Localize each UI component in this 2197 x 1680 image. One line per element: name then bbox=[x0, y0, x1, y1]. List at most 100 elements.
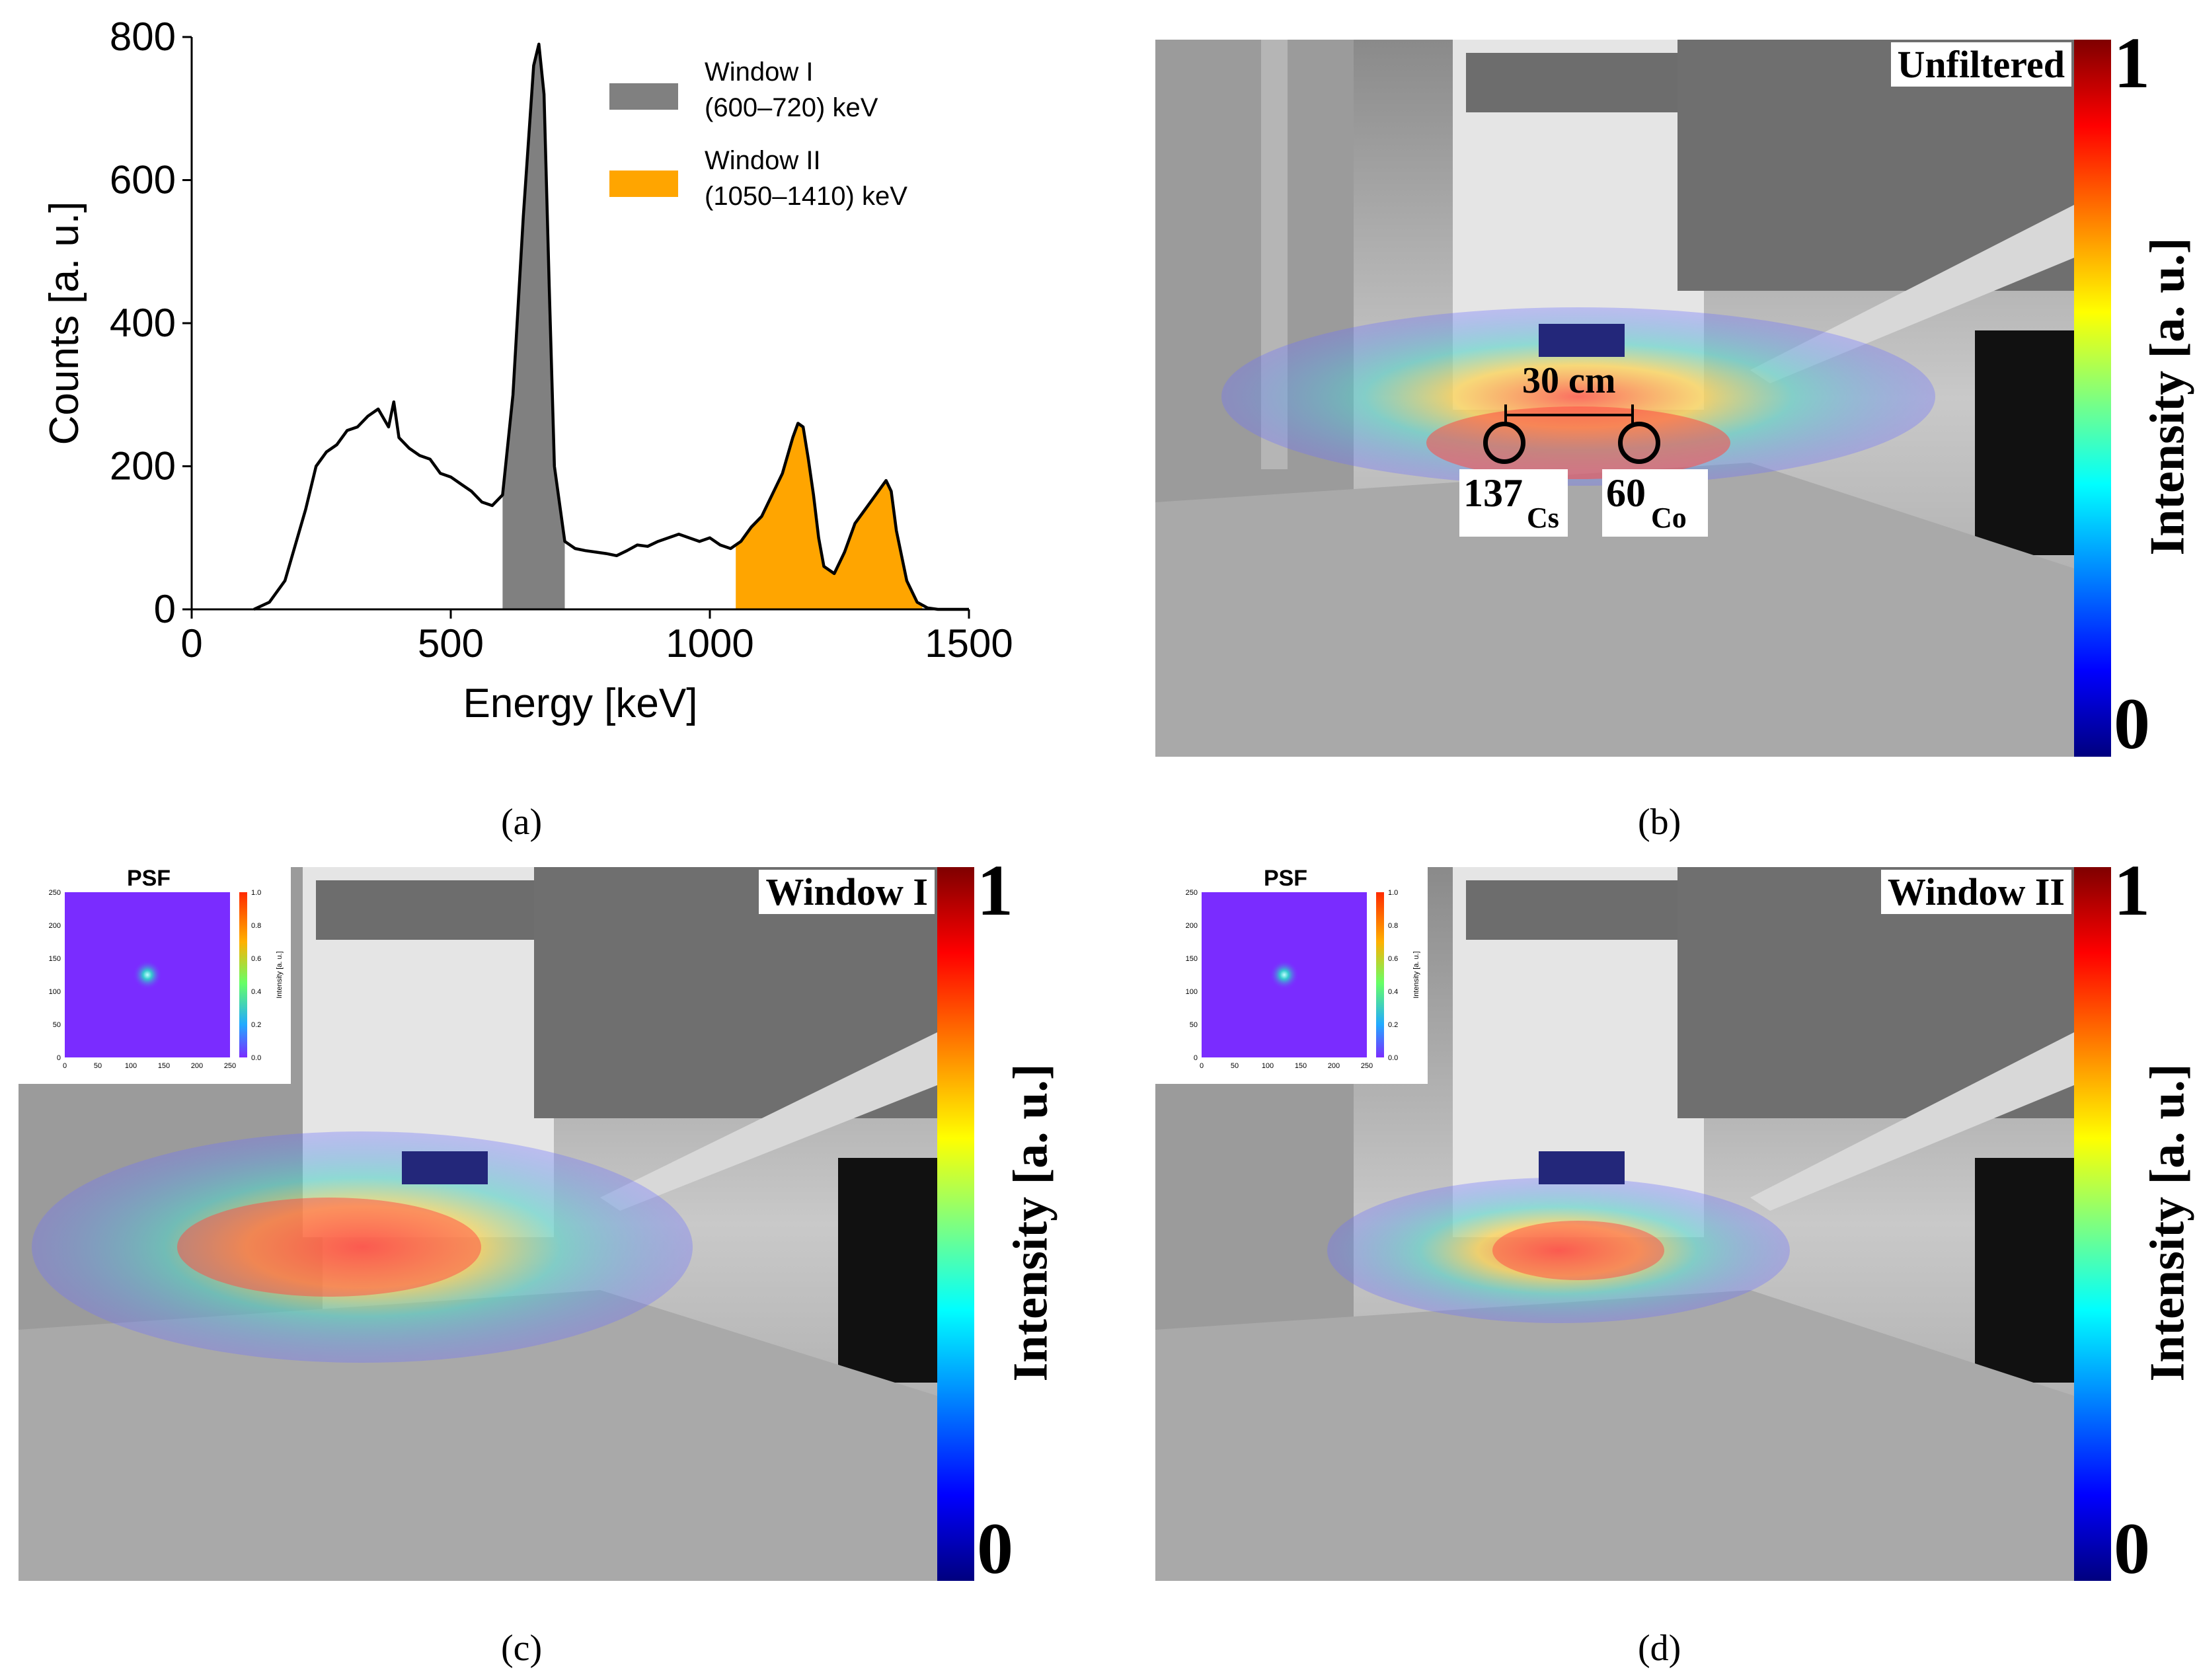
x-tick-label: 0 bbox=[180, 621, 202, 666]
psf-cbar-label: Intensity [a. u.] bbox=[1412, 951, 1420, 999]
psf-cbar-tick: 0.6 bbox=[1388, 955, 1398, 963]
y-tick-label: 200 bbox=[110, 444, 176, 488]
y-tick-label: 400 bbox=[110, 301, 176, 345]
chart-axes: 0 500 1000 1500 0 200 400 600 800 bbox=[110, 15, 1013, 666]
panel-d-colorbar-label: Intensity [a. u.] bbox=[2140, 1063, 2195, 1382]
panel-d-colorbar-max: 1 bbox=[2114, 850, 2150, 931]
panel-b-colorbar-max: 1 bbox=[2114, 22, 2150, 103]
panel-c-colorbar-min: 0 bbox=[977, 1508, 1013, 1589]
panel-d-label: Window II bbox=[1880, 870, 2071, 914]
psf-xtick: 150 bbox=[158, 1062, 170, 1070]
caption-a: (a) bbox=[501, 802, 543, 843]
psf-ytick: 50 bbox=[53, 1021, 61, 1029]
psf-cbar-tick: 0.0 bbox=[1388, 1054, 1398, 1062]
caption-d: (d) bbox=[1638, 1628, 1681, 1669]
caption-c: (c) bbox=[501, 1628, 543, 1669]
window-ii-fill bbox=[736, 423, 923, 609]
psf-ytick: 0 bbox=[1194, 1054, 1198, 1062]
co-label: 60 Co bbox=[1602, 469, 1708, 537]
x-tick-label: 1000 bbox=[666, 621, 753, 666]
psf-xtick: 250 bbox=[224, 1062, 236, 1070]
panel-c-colorbar-label: Intensity [a. u.] bbox=[1003, 1063, 1058, 1382]
psf-cbar-label: Intensity [a. u.] bbox=[276, 951, 284, 999]
panel-b-colorbar-min: 0 bbox=[2114, 683, 2150, 764]
distance-bar-right-tick bbox=[1631, 404, 1634, 423]
panel-c-colorbar bbox=[937, 867, 974, 1581]
y-tick-label: 600 bbox=[110, 158, 176, 202]
psf-xtick: 200 bbox=[1328, 1062, 1340, 1070]
panel-b-image: 30 cm 137 Cs 60 Co Unfiltered bbox=[1155, 40, 2074, 757]
psf-ytick: 200 bbox=[1186, 922, 1198, 930]
caption-b: (b) bbox=[1638, 802, 1681, 843]
psf-cbar-tick: 0.8 bbox=[1388, 922, 1398, 930]
psf-xtick: 0 bbox=[63, 1062, 67, 1070]
psf-inset-d: PSF 250 200 150 100 50 0 0 50 100 150 20… bbox=[1137, 859, 1428, 1084]
legend-swatch-window-ii bbox=[609, 171, 678, 197]
panel-d-colorbar-min: 0 bbox=[2114, 1508, 2150, 1589]
lab-photo bbox=[1155, 40, 2074, 757]
psf-ytick: 0 bbox=[57, 1054, 61, 1062]
psf-title: PSF bbox=[1264, 866, 1307, 891]
legend-swatch-window-i bbox=[609, 83, 678, 110]
panel-d-colorbar bbox=[2074, 867, 2111, 1581]
psf-xtick: 150 bbox=[1295, 1062, 1307, 1070]
psf-cbar-tick: 0.6 bbox=[251, 955, 261, 963]
psf-cbar-tick: 0.8 bbox=[251, 922, 261, 930]
cs-element: Cs bbox=[1527, 502, 1559, 534]
psf-peak bbox=[1270, 960, 1299, 989]
panel-c-colorbar-max: 1 bbox=[977, 850, 1013, 931]
co-element: Co bbox=[1651, 502, 1687, 534]
psf-xtick: 50 bbox=[94, 1062, 102, 1070]
distance-bar-left-tick bbox=[1504, 404, 1507, 423]
psf-cbar-tick: 0.2 bbox=[1388, 1021, 1398, 1029]
legend-window-ii-line2: (1050–1410) keV bbox=[705, 182, 907, 211]
panel-c-label: Window I bbox=[759, 870, 935, 914]
psf-cbar-tick: 1.0 bbox=[1388, 889, 1398, 897]
psf-cbar-tick: 0.2 bbox=[251, 1021, 261, 1029]
legend-window-i-line1: Window I bbox=[705, 57, 814, 87]
y-axis-label: Counts [a. u.] bbox=[42, 202, 87, 445]
distance-label: 30 cm bbox=[1522, 360, 1616, 401]
lab-photo bbox=[19, 867, 937, 1581]
psf-ytick: 100 bbox=[49, 988, 61, 996]
psf-title: PSF bbox=[127, 866, 171, 891]
psf-ytick: 250 bbox=[49, 889, 61, 897]
psf-ytick: 250 bbox=[1186, 889, 1198, 897]
y-tick-label: 800 bbox=[110, 15, 176, 59]
psf-cbar-tick: 0.4 bbox=[251, 988, 261, 996]
co-source-marker bbox=[1618, 422, 1660, 464]
psf-xtick: 100 bbox=[1262, 1062, 1274, 1070]
psf-cbar-tick: 0.4 bbox=[1388, 988, 1398, 996]
psf-ytick: 150 bbox=[49, 955, 61, 963]
psf-ytick: 100 bbox=[1186, 988, 1198, 996]
panel-b-colorbar-label: Intensity [a. u.] bbox=[2140, 237, 2195, 556]
cs-label: 137 Cs bbox=[1459, 469, 1568, 537]
psf-colorbar bbox=[1376, 892, 1384, 1057]
window-i-fill bbox=[502, 44, 565, 609]
x-axis-label: Energy [keV] bbox=[463, 681, 698, 726]
psf-ytick: 50 bbox=[1190, 1021, 1198, 1029]
cs-mass-number: 137 bbox=[1463, 471, 1523, 515]
distance-bar bbox=[1504, 414, 1634, 416]
psf-xtick: 250 bbox=[1361, 1062, 1373, 1070]
panel-b-colorbar bbox=[2074, 40, 2111, 757]
x-tick-label: 500 bbox=[418, 621, 484, 666]
psf-xtick: 0 bbox=[1200, 1062, 1204, 1070]
panel-b-label: Unfiltered bbox=[1890, 42, 2071, 87]
legend-window-i-line2: (600–720) keV bbox=[705, 93, 878, 122]
co-mass-number: 60 bbox=[1606, 471, 1646, 515]
x-tick-label: 1500 bbox=[925, 621, 1013, 666]
psf-cbar-tick: 0.0 bbox=[251, 1054, 261, 1062]
psf-xtick: 200 bbox=[191, 1062, 203, 1070]
psf-ytick: 150 bbox=[1186, 955, 1198, 963]
spectrum-chart: 0 500 1000 1500 0 200 400 600 800 Energy [keV] C… bbox=[42, 15, 1013, 726]
panel-c-image: Window I bbox=[19, 867, 937, 1581]
psf-xtick: 50 bbox=[1231, 1062, 1239, 1070]
cs-source-marker bbox=[1483, 422, 1525, 464]
spectrum-line bbox=[253, 42, 969, 611]
psf-xtick: 100 bbox=[125, 1062, 137, 1070]
psf-ytick: 200 bbox=[49, 922, 61, 930]
psf-colorbar bbox=[239, 892, 247, 1057]
psf-cbar-tick: 1.0 bbox=[251, 889, 261, 897]
psf-peak bbox=[133, 960, 162, 989]
